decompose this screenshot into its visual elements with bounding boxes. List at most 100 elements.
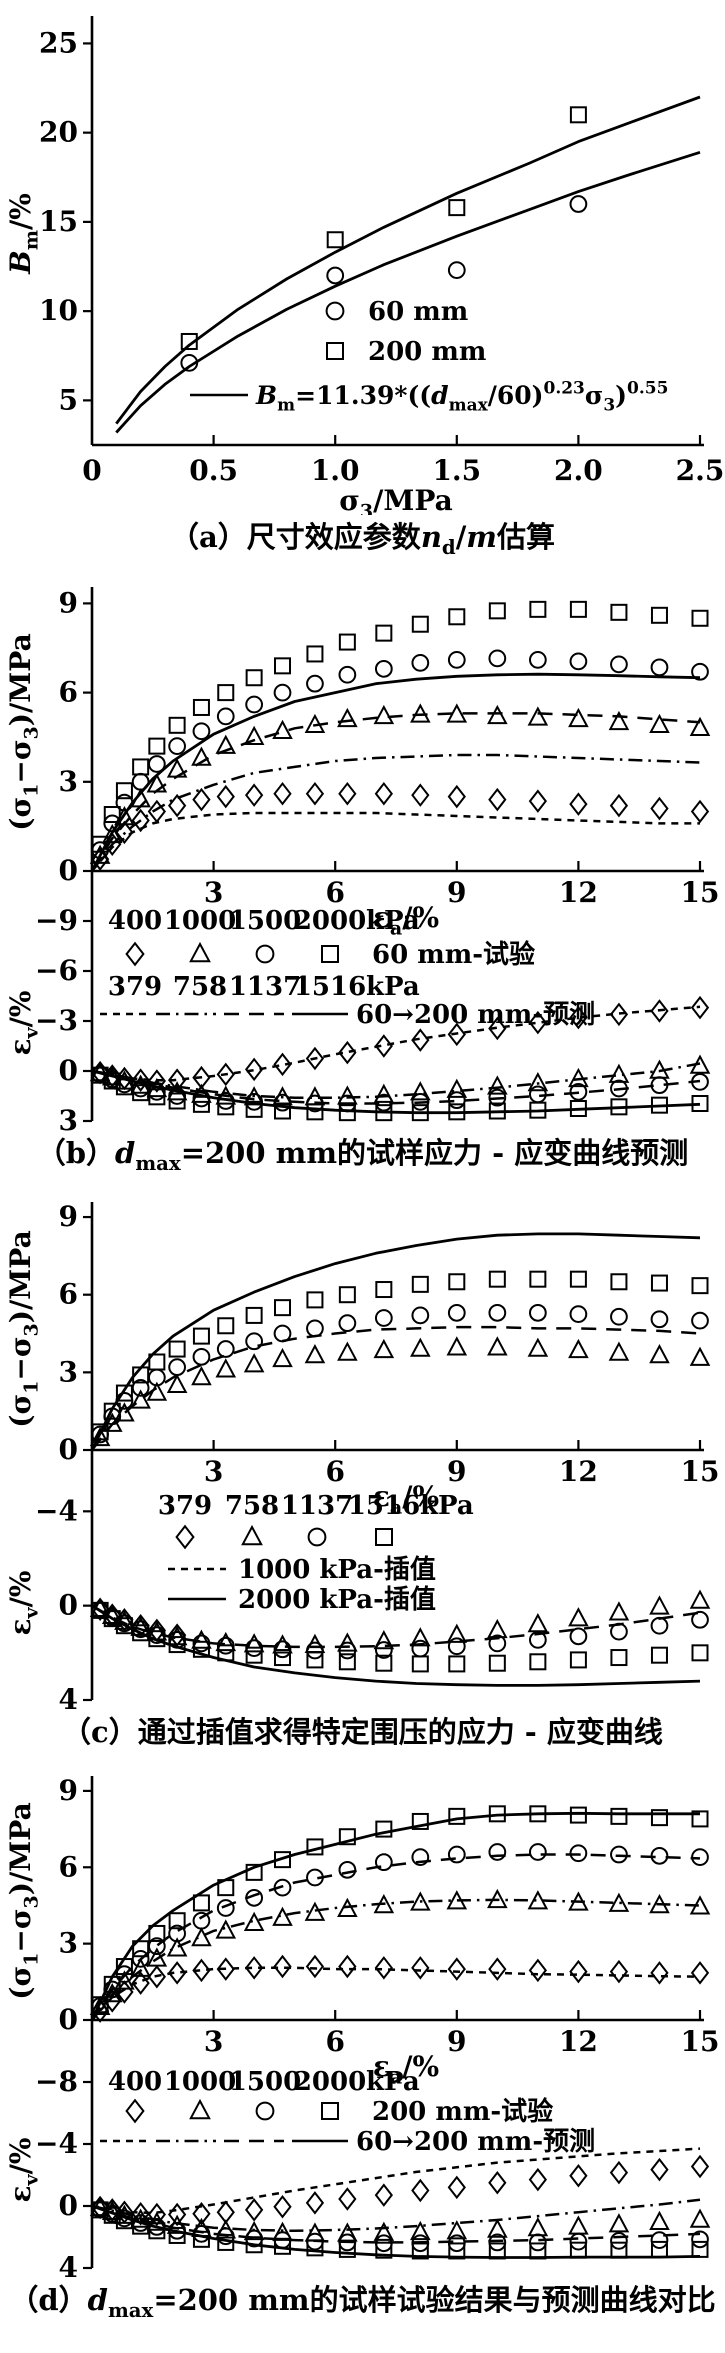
svg-text:9: 9 (59, 587, 78, 620)
panel-b: 0 3 6 9 −9 −6 −3 0 3 3 6 9 12 15 εa/% (σ1−σ3)/MPa εv/% 40… (0, 571, 725, 1187)
svg-text:−8: −8 (35, 2065, 78, 2098)
svg-text:−3: −3 (35, 1004, 78, 1037)
panel-a-plot: 5 10 15 20 25 0 0.5 1.0 1.5 2.0 2.5 σ3/MPa Bm/% 60 mm… (4, 16, 725, 515)
svg-text:4: 4 (59, 1683, 78, 1710)
svg-text:9: 9 (59, 1774, 78, 1807)
svg-text:20: 20 (39, 116, 78, 149)
svg-text:1000 kPa-插值: 1000 kPa-插值 (238, 1555, 436, 1585)
svg-text:3: 3 (59, 765, 78, 798)
svg-text:400: 400 (108, 2067, 162, 2097)
svg-text:(σ1−σ3)/MPa: (σ1−σ3)/MPa (4, 1230, 42, 1427)
svg-text:−4: −4 (35, 2127, 78, 2160)
svg-text:15: 15 (681, 1455, 720, 1488)
svg-text:4: 4 (59, 2251, 78, 2278)
svg-text:400: 400 (108, 906, 162, 936)
panel-d-caption: （d）dmax=200 mm的试样试验结果与预测曲线对比 (9, 2283, 716, 2322)
svg-text:25: 25 (39, 26, 78, 59)
svg-text:60→200 mm-预测: 60→200 mm-预测 (356, 2127, 595, 2157)
svg-text:60 mm-试验: 60 mm-试验 (372, 939, 535, 970)
svg-text:εv/%: εv/% (4, 991, 42, 1056)
panel-c: 0 3 6 9 −4 0 4 3 6 9 12 15 εa/% (σ1−σ3)/MPa εv/% 379 758… (0, 1188, 725, 1762)
svg-text:Bm=11.39*((dmax/60)0.23σ3)0.55: Bm=11.39*((dmax/60)0.23σ3)0.55 (255, 379, 668, 416)
svg-text:379: 379 (108, 972, 162, 1002)
svg-text:1137: 1137 (281, 1491, 353, 1521)
svg-text:15: 15 (39, 205, 78, 238)
svg-text:εa/%: εa/% (373, 901, 439, 939)
svg-text:10: 10 (39, 294, 78, 327)
svg-text:1500: 1500 (229, 2067, 301, 2097)
svg-text:1516: 1516 (348, 1491, 420, 1521)
svg-text:9: 9 (447, 1455, 466, 1488)
svg-text:379: 379 (158, 1491, 212, 1521)
svg-text:0: 0 (82, 454, 101, 487)
svg-text:−6: −6 (35, 954, 78, 987)
svg-text:0: 0 (59, 1054, 78, 1087)
svg-text:1516: 1516 (294, 972, 366, 1002)
svg-text:2000: 2000 (294, 906, 366, 936)
svg-text:15: 15 (681, 2025, 720, 2058)
svg-text:3: 3 (204, 1455, 223, 1488)
svg-text:0: 0 (59, 2003, 78, 2036)
svg-text:σ3/MPa: σ3/MPa (339, 484, 453, 515)
panel-d: 0 3 6 9 −8 −4 0 4 3 6 9 12 15 εa/% (σ1−σ3)/MPa εv/% 400 1… (0, 1762, 725, 2334)
svg-text:1.0: 1.0 (311, 454, 360, 487)
svg-text:3: 3 (204, 876, 223, 909)
svg-text:6: 6 (325, 876, 344, 909)
svg-text:758: 758 (173, 972, 227, 1002)
svg-text:9: 9 (59, 1200, 78, 1233)
svg-text:εa/%: εa/% (373, 2050, 439, 2088)
svg-text:kPa: kPa (420, 1491, 474, 1521)
svg-text:200 mm-试验: 200 mm-试验 (372, 2096, 553, 2127)
svg-text:3: 3 (59, 1927, 78, 1960)
svg-text:(σ1−σ3)/MPa: (σ1−σ3)/MPa (4, 1802, 42, 1999)
svg-text:kPa: kPa (366, 906, 420, 936)
svg-text:3: 3 (59, 1355, 78, 1388)
svg-text:1000: 1000 (164, 906, 236, 936)
svg-text:2.0: 2.0 (554, 454, 603, 487)
svg-text:6: 6 (59, 676, 78, 709)
svg-text:3: 3 (204, 2025, 223, 2058)
svg-text:15: 15 (681, 876, 720, 909)
svg-text:εa/%: εa/% (373, 1480, 439, 1518)
svg-text:kPa: kPa (366, 2067, 420, 2097)
svg-text:1000: 1000 (164, 2067, 236, 2097)
svg-text:12: 12 (559, 876, 598, 909)
panel-c-caption: （c）通过插值求得特定围压的应力 - 应变曲线 (62, 1714, 663, 1749)
svg-text:(σ1−σ3)/MPa: (σ1−σ3)/MPa (4, 634, 42, 831)
svg-text:0: 0 (59, 2189, 78, 2222)
svg-text:9: 9 (447, 2025, 466, 2058)
svg-text:1.5: 1.5 (432, 454, 481, 487)
svg-text:6: 6 (59, 1278, 78, 1311)
svg-text:0.5: 0.5 (189, 454, 238, 487)
svg-text:1137: 1137 (229, 972, 301, 1002)
panel-b-caption: （b）dmax=200 mm的试样应力 - 应变曲线预测 (36, 1136, 689, 1176)
panel-a-caption: （a）尺寸效应参数nd/m估算 (170, 520, 555, 559)
svg-text:1500: 1500 (229, 906, 301, 936)
svg-text:6: 6 (325, 1455, 344, 1488)
svg-text:2000 kPa-插值: 2000 kPa-插值 (238, 1585, 436, 1615)
svg-text:200 mm: 200 mm (368, 337, 486, 367)
panel-a: 5 10 15 20 25 0 0.5 1.0 1.5 2.0 2.5 σ3/MPa Bm/% 60 mm… (0, 0, 725, 571)
svg-text:0: 0 (59, 1433, 78, 1466)
svg-text:εv/%: εv/% (4, 1570, 42, 1635)
svg-text:6: 6 (59, 1850, 78, 1883)
svg-text:9: 9 (447, 876, 466, 909)
svg-text:12: 12 (559, 2025, 598, 2058)
svg-text:3: 3 (59, 1104, 78, 1131)
svg-text:60→200 mm-预测: 60→200 mm-预测 (356, 1000, 595, 1030)
svg-text:2.5: 2.5 (676, 454, 725, 487)
svg-text:60 mm: 60 mm (368, 297, 468, 327)
svg-text:kPa: kPa (366, 972, 420, 1002)
svg-text:758: 758 (225, 1491, 279, 1521)
svg-text:εv/%: εv/% (4, 2138, 42, 2203)
svg-text:2000: 2000 (294, 2067, 366, 2097)
panel-b-plot: 0 3 6 9 −9 −6 −3 0 3 3 6 9 12 15 εa/% (σ1−σ3)/MPa εv/% 40… (4, 587, 720, 1132)
svg-text:Bm/%: Bm/% (4, 193, 42, 275)
svg-text:0: 0 (59, 1589, 78, 1622)
svg-text:12: 12 (559, 1455, 598, 1488)
svg-text:−4: −4 (35, 1494, 78, 1527)
svg-text:6: 6 (325, 2025, 344, 2058)
svg-text:−9: −9 (35, 904, 78, 937)
